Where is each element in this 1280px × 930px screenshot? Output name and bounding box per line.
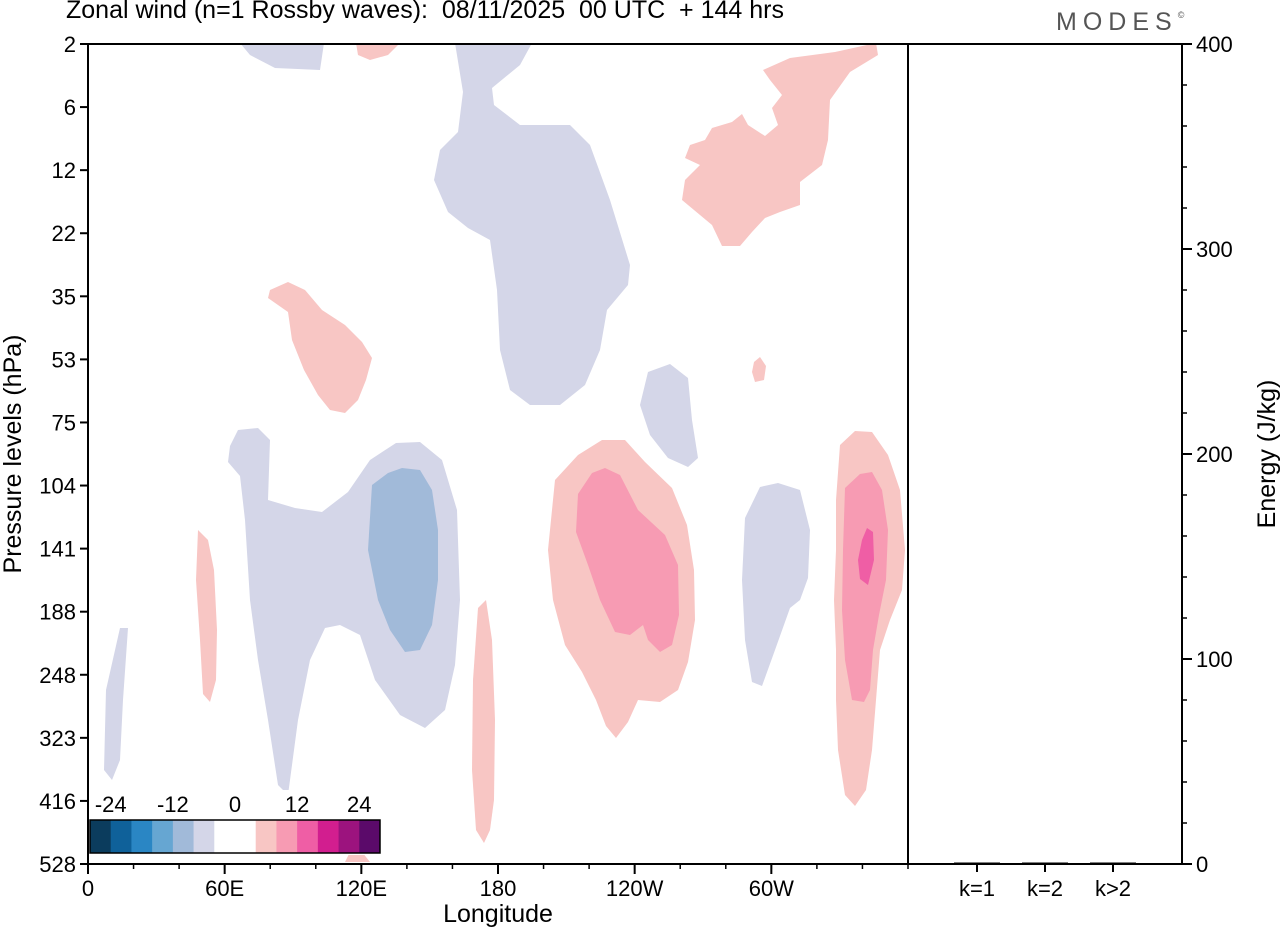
colorbar-swatch (276, 820, 298, 853)
y-tick-label: 53 (52, 347, 76, 372)
y-tick-label: 35 (52, 284, 76, 309)
contour-region-3 (104, 628, 128, 780)
energy-category-label: k=2 (1027, 876, 1063, 901)
y-axis-label: Pressure levels (hPa) (0, 335, 27, 574)
energy-bar (1022, 862, 1068, 864)
energy-bars: k=1 k=2 k>2 (954, 862, 1136, 901)
colorbar-label: 24 (347, 792, 371, 817)
colorbar-label: 0 (229, 792, 241, 817)
energy-y-tick-label: 200 (1196, 442, 1233, 467)
y-axis: 2 6 12 22 35 53 75 104 141 188 248 323 416 528 (39, 32, 88, 877)
contour-region-4 (640, 364, 698, 467)
y-tick-label: 6 (64, 95, 76, 120)
y-tick-label: 248 (39, 663, 76, 688)
contour-region-8 (682, 44, 878, 246)
y-tick-label: 104 (39, 474, 76, 499)
contour-region-0 (240, 44, 324, 70)
contour-region-6 (368, 468, 438, 652)
contour-region-17 (842, 472, 888, 702)
x-tick-label: 60E (205, 876, 244, 901)
contour-region-12 (472, 600, 495, 843)
x-tick-label: 60W (749, 876, 794, 901)
contour-region-1 (434, 44, 630, 405)
energy-bar (1090, 862, 1136, 864)
energy-y-tick-label: 0 (1196, 852, 1208, 877)
colorbar-swatch (214, 820, 236, 853)
contour-region-7 (356, 44, 399, 60)
colorbar-swatch (110, 820, 132, 853)
energy-bar (954, 862, 1000, 864)
energy-y-tick-label: 100 (1196, 647, 1233, 672)
colorbar-swatch (90, 820, 112, 853)
energy-category-label: k=1 (959, 876, 995, 901)
y-tick-label: 22 (52, 221, 76, 246)
contour-region-9 (268, 282, 372, 413)
chart-title: Zonal wind (n=1 Rossby waves): 08/11/202… (66, 0, 784, 24)
colorbar: -24 -12 0 12 24 (88, 790, 382, 855)
colorbar-frame (89, 819, 381, 854)
x-tick-label: 0 (82, 876, 94, 901)
energy-axis: 0 100 200 300 400 (1182, 32, 1233, 877)
x-axis: 0 60E 120E 180 120W 60W (82, 864, 909, 901)
y-tick-label: 141 (39, 537, 76, 562)
y-tick-label: 323 (39, 726, 76, 751)
modes-logo: MODES© (1056, 8, 1184, 37)
x-axis-label: Longitude (443, 900, 553, 928)
colorbar-swatch (317, 820, 340, 853)
colorbar-swatch (152, 820, 174, 853)
y-tick-label: 188 (39, 600, 76, 625)
colorbar-label: -24 (95, 792, 127, 817)
energy-y-tick-label: 400 (1196, 32, 1233, 57)
energy-plot-frame (907, 43, 1183, 865)
energy-category-label: k>2 (1095, 876, 1131, 901)
colorbar-swatch (255, 820, 277, 853)
colorbar-swatch (297, 820, 319, 853)
energy-y-tick-label: 300 (1196, 237, 1233, 262)
contour-region-5 (742, 483, 810, 686)
contour-region-10 (752, 357, 766, 382)
colorbar-swatch (338, 820, 360, 853)
logo-text: MODES (1056, 8, 1178, 36)
energy-axis-label: Energy (J/kg) (1253, 380, 1280, 529)
y-tick-label: 2 (64, 32, 76, 57)
colorbar-swatch (359, 820, 381, 853)
contour-region-18 (858, 528, 874, 585)
y-tick-label: 75 (52, 410, 76, 435)
y-tick-label: 12 (52, 158, 76, 183)
colorbar-label: 12 (285, 792, 309, 817)
colorbar-label: -12 (157, 792, 189, 817)
y-tick-label: 528 (39, 852, 76, 877)
colorbar-swatch (131, 820, 153, 853)
contour-field (104, 44, 905, 862)
contour-region-16 (576, 468, 679, 652)
x-tick-label: 120E (336, 876, 387, 901)
x-tick-label: 120W (606, 876, 664, 901)
copyright-mark: © (1177, 10, 1185, 20)
colorbar-swatch (193, 820, 215, 853)
y-tick-label: 416 (39, 789, 76, 814)
x-tick-label: 180 (480, 876, 517, 901)
colorbar-swatch (172, 820, 195, 853)
colorbar-swatch (235, 820, 257, 853)
contour-region-11 (196, 530, 217, 702)
